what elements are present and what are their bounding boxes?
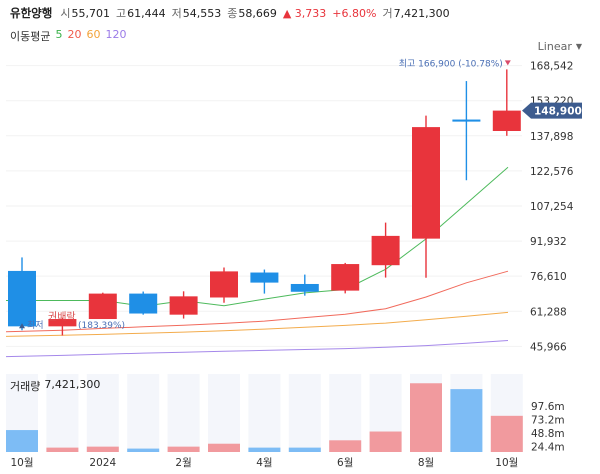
candle-body	[250, 272, 279, 283]
quote-header: 유한양행 시55,701 고61,444 저54,553 종58,669 ▲ 3…	[10, 4, 450, 22]
current-price-label: 148,900	[534, 106, 582, 118]
ma-60-label: 60	[86, 28, 101, 41]
volume-bg	[167, 374, 200, 452]
volume-bg	[86, 374, 119, 452]
volume-bar	[369, 431, 402, 452]
low-value: 54,553	[182, 7, 222, 20]
volume-bar	[248, 447, 281, 452]
y-tick-label: 107,254	[530, 201, 574, 213]
x-tick-label: 10월	[10, 457, 33, 469]
candle-body	[129, 293, 158, 314]
open-label: 시	[60, 7, 71, 20]
volume-bg	[208, 374, 240, 452]
close-label: 종	[227, 7, 238, 20]
candle-body	[290, 283, 319, 292]
low-annotation-pct: (183.39%)	[78, 321, 125, 331]
candle-body	[371, 235, 400, 266]
low-annotation-label: 최저	[27, 320, 44, 331]
scale-label: Linear	[537, 40, 572, 53]
x-tick-label: 8월	[418, 457, 434, 469]
y-tick-label: 137,898	[530, 131, 573, 143]
scale-select[interactable]: Linear ▼	[538, 40, 582, 53]
volume-tick-label: 97.6m	[531, 401, 565, 413]
ma-legend-label: 이동평균	[10, 30, 51, 43]
y-tick-label: 122,576	[530, 166, 574, 178]
candle-body	[331, 264, 360, 291]
current-price-tag	[522, 102, 582, 119]
volume-tick-label: 48.8m	[531, 428, 565, 440]
close-value: 58,669	[238, 7, 277, 20]
volume-label: 거	[382, 7, 393, 20]
change-percent: +6.80%	[332, 6, 377, 20]
volume-bar	[127, 448, 160, 452]
x-tick-label: 2월	[175, 457, 191, 469]
ma-5-label: 5	[55, 28, 63, 41]
volume-bg	[248, 374, 281, 452]
x-tick-label: 10월	[495, 457, 518, 469]
volume-bar	[6, 430, 38, 452]
high-annotation: 최고 166,900 (-10.78%)	[399, 58, 503, 69]
ma-20-label: 20	[67, 28, 82, 41]
candle-body	[169, 296, 198, 315]
volume-tick-label: 24.4m	[531, 442, 565, 454]
volume-value: 7,421,300	[393, 7, 450, 20]
y-tick-label: 76,610	[530, 271, 567, 283]
volume-bg	[329, 374, 362, 452]
volume-bar	[86, 446, 119, 452]
candle-body	[412, 127, 440, 239]
change-value: ▲ 3,733	[282, 6, 327, 20]
stock-name: 유한양행	[10, 6, 53, 20]
candle-body	[8, 270, 36, 327]
volume-tick-label: 73.2m	[531, 415, 565, 427]
candle-body	[452, 119, 481, 122]
volume-bar	[46, 447, 79, 452]
y-tick-label: 91,932	[530, 236, 567, 248]
volume-panel-label: 거래량 7,421,300	[10, 378, 100, 394]
low-label: 저	[171, 7, 182, 20]
candle-body	[210, 271, 238, 298]
volume-bar	[329, 440, 362, 452]
candle-body	[88, 293, 117, 320]
volume-bar	[490, 415, 523, 452]
ma-120-label: 120	[105, 28, 127, 41]
volume-bar	[208, 443, 240, 452]
volume-bar	[410, 383, 442, 452]
high-label: 고	[115, 7, 127, 20]
x-tick-label: 4월	[256, 457, 272, 469]
candle-body	[492, 110, 521, 131]
ma-120-line	[5, 340, 509, 358]
volume-panel-title: 거래량	[10, 380, 41, 393]
volume-bar	[288, 447, 321, 452]
y-tick-label: 168,542	[530, 61, 573, 73]
high-marker-icon	[504, 60, 511, 66]
ma-20-line	[5, 270, 509, 333]
volume-bg	[288, 374, 321, 452]
candle-body	[48, 319, 77, 327]
y-tick-label: 61,288	[530, 306, 567, 318]
volume-panel-value: 7,421,300	[44, 378, 101, 391]
x-tick-label: 2024	[89, 457, 116, 469]
low-marker-icon	[19, 323, 25, 329]
volume-bar	[167, 446, 200, 452]
volume-bg	[46, 374, 79, 452]
volume-bg	[127, 374, 160, 452]
ma-60-line	[5, 311, 509, 337]
y-tick-label: 45,966	[530, 341, 567, 353]
open-value: 55,701	[71, 7, 110, 20]
x-tick-label: 6월	[337, 457, 353, 469]
event-annotation: 권배락	[48, 311, 76, 323]
high-value: 61,444	[127, 7, 166, 20]
volume-bar	[450, 389, 483, 452]
chevron-down-icon: ▼	[575, 42, 582, 51]
ma-legend[interactable]: 이동평균 5 20 60 120	[10, 28, 126, 44]
